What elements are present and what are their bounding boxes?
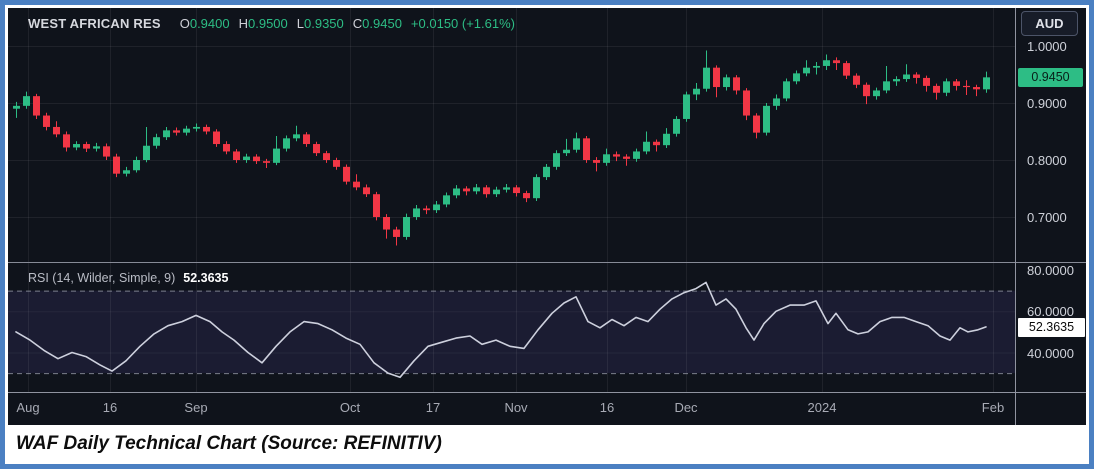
- price-axis-label: 0.7000: [1027, 210, 1067, 225]
- symbol-name: WEST AFRICAN RES: [28, 16, 161, 31]
- ohlc-open: O0.9400: [179, 16, 230, 31]
- candlestick-rsi-plot[interactable]: [8, 8, 1086, 425]
- rsi-axis-label: 40.0000: [1027, 345, 1074, 361]
- time-axis-label: 2024: [807, 400, 837, 415]
- time-axis-label: 17: [425, 400, 441, 415]
- time-axis-label: 16: [599, 400, 615, 415]
- price-axis-label: 0.8000: [1027, 153, 1067, 168]
- time-axis-label: Sep: [184, 400, 208, 415]
- ohlc-low: L0.9350: [296, 16, 344, 31]
- time-axis-label: Dec: [674, 400, 698, 415]
- time-axis-label: Feb: [981, 400, 1005, 415]
- time-axis-label: Oct: [339, 400, 361, 415]
- rsi-indicator-label[interactable]: RSI (14, Wilder, Simple, 9) 52.3635: [28, 271, 228, 285]
- time-axis-label: Nov: [504, 400, 528, 415]
- symbol-header: WEST AFRICAN RES O0.9400 H0.9500 L0.9350 C0.…: [28, 16, 515, 34]
- rsi-settings-text: RSI (14, Wilder, Simple, 9): [28, 271, 176, 285]
- rsi-axis-label: 60.0000: [1027, 304, 1074, 320]
- price-axis-label: 0.9000: [1027, 96, 1067, 111]
- ohlc-close: C0.9450: [352, 16, 402, 31]
- caption: WAF Daily Technical Chart (Source: REFIN…: [8, 425, 1086, 463]
- rsi-value-badge: 52.3635: [1018, 318, 1085, 337]
- rsi-current-value: 52.3635: [183, 271, 229, 285]
- price-axis-label: 1.0000: [1027, 39, 1067, 54]
- currency-button[interactable]: AUD: [1021, 11, 1078, 36]
- trading-chart[interactable]: WEST AFRICAN RES O0.9400 H0.9500 L0.9350 C0.…: [8, 8, 1086, 425]
- price-change: +0.0150 (+1.61%): [410, 16, 515, 31]
- time-axis-label: Aug: [16, 400, 40, 415]
- ohlc-high: H0.9500: [238, 16, 288, 31]
- rsi-axis-label: 80.0000: [1027, 263, 1074, 278]
- last-price-badge: 0.9450: [1018, 68, 1083, 87]
- time-axis-label: 16: [102, 400, 118, 415]
